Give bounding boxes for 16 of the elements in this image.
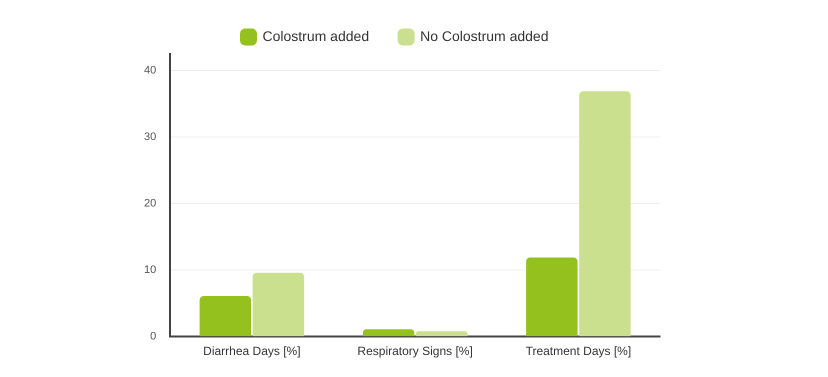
bar [200, 296, 252, 336]
bar [252, 272, 304, 336]
bar [362, 329, 414, 336]
legend-label: Colostrum added [262, 28, 370, 44]
x-tick-label: Respiratory Signs [%] [357, 344, 473, 358]
x-tick-label: Treatment Days [%] [526, 344, 632, 358]
legend-label: No Colostrum added [420, 28, 549, 44]
bar [526, 257, 578, 336]
bar [416, 331, 468, 336]
y-tick-label: 0 [150, 330, 156, 343]
bar [579, 91, 631, 336]
y-tick-label: 30 [144, 131, 156, 144]
y-tick-label: 40 [144, 64, 156, 77]
y-tick-label: 10 [144, 264, 156, 276]
y-tick-label: 20 [144, 198, 156, 210]
x-tick-label: Diarrhea Days [%] [203, 344, 301, 358]
